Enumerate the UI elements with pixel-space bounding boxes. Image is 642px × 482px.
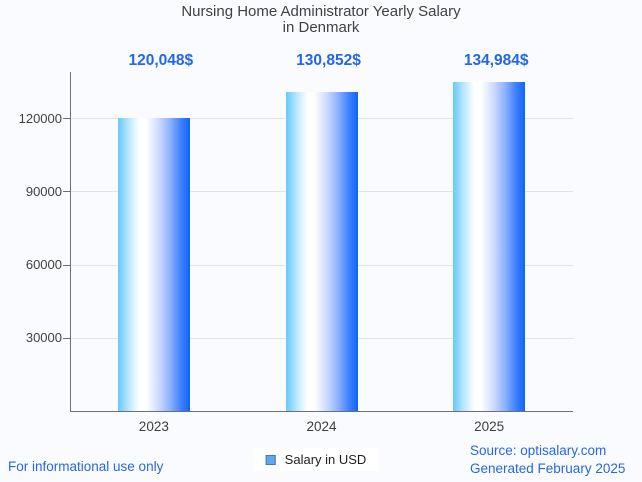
chart-title: Nursing Home Administrator Yearly Salary… bbox=[0, 4, 642, 36]
x-axis-label-2023: 2023 bbox=[138, 419, 169, 434]
chart-title-line2: in Denmark bbox=[282, 19, 360, 36]
chart-title-line1: Nursing Home Administrator Yearly Salary bbox=[181, 3, 461, 20]
bar-2023[interactable] bbox=[117, 118, 190, 412]
y-axis-tick bbox=[63, 264, 70, 266]
bar-value-label-2023: 120,048$ bbox=[128, 52, 194, 69]
x-axis-line bbox=[70, 411, 573, 412]
generated-date-text: Generated February 2025 bbox=[470, 461, 626, 476]
legend[interactable]: Salary in USD bbox=[253, 448, 379, 471]
source-attribution[interactable]: Source: optisalary.com Generated Februar… bbox=[470, 442, 625, 478]
y-axis-tick bbox=[63, 191, 70, 193]
y-axis-line bbox=[70, 72, 71, 412]
x-axis-label-2024: 2024 bbox=[306, 419, 337, 434]
bar-2024[interactable] bbox=[285, 92, 358, 412]
y-axis-label: 60000 bbox=[25, 257, 62, 272]
y-axis-tick bbox=[63, 337, 70, 339]
y-axis-label: 90000 bbox=[25, 183, 62, 199]
bar-2025[interactable] bbox=[453, 81, 526, 412]
bar-value-label-2025: 134,984$ bbox=[463, 52, 529, 69]
disclaimer-text: For informational use only bbox=[8, 459, 164, 474]
legend-swatch-icon bbox=[265, 454, 276, 465]
source-link-text[interactable]: Source: optisalary.com bbox=[470, 443, 607, 458]
y-axis-label: 30000 bbox=[25, 330, 62, 346]
legend-label: Salary in USD bbox=[284, 452, 367, 467]
y-axis-tick bbox=[63, 118, 70, 119]
y-axis-label: 120000 bbox=[18, 110, 62, 126]
x-axis-label-2025: 2025 bbox=[474, 419, 505, 434]
bar-value-label-2024: 130,852$ bbox=[296, 52, 361, 69]
